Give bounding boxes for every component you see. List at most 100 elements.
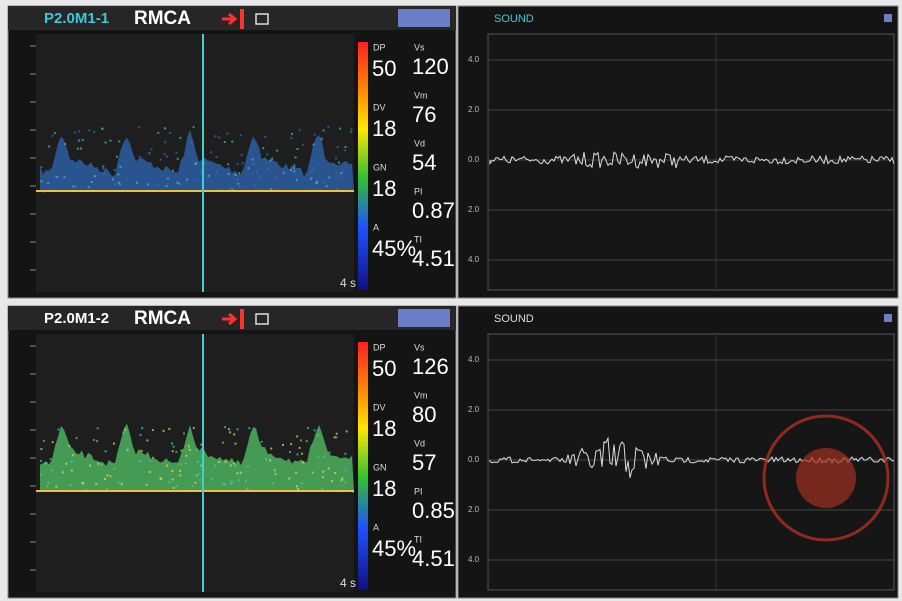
spectrum-speckle xyxy=(196,449,198,451)
spectrum-speckle xyxy=(238,172,240,174)
spectrum-speckle xyxy=(295,156,297,158)
spectrum-speckle xyxy=(103,173,105,175)
spectrum-speckle xyxy=(328,468,330,470)
spectrum-speckle xyxy=(293,170,295,172)
spectrum-speckle xyxy=(345,146,347,148)
spectrum-speckle xyxy=(207,177,209,179)
sound-y-label: 2.0 xyxy=(468,505,480,514)
spectrum-speckle xyxy=(54,176,56,178)
spectrum-speckle xyxy=(124,429,126,431)
spectrum-speckle xyxy=(80,148,82,150)
spectrum-speckle xyxy=(246,488,248,490)
row: P2.0M1-1RMCA4 sDP50DV18GN18A45%Vs120Vm76… xyxy=(8,6,898,298)
spectrum-speckle xyxy=(296,435,298,437)
spectrum-speckle xyxy=(302,144,304,146)
spectrum-speckle xyxy=(196,180,198,182)
measure-value: 54 xyxy=(412,150,436,175)
scale-value: 50 xyxy=(372,56,396,81)
spectrum-speckle xyxy=(320,137,322,139)
sound-y-label: 2.0 xyxy=(468,105,480,114)
spectrum-speckle xyxy=(113,443,115,445)
spectrum-speckle xyxy=(196,475,198,477)
spectrum-speckle xyxy=(122,432,124,434)
spectrum-speckle xyxy=(190,141,192,143)
spectrum-speckle xyxy=(338,176,340,178)
spectrum-speckle xyxy=(313,168,315,170)
spectrum-speckle xyxy=(46,485,48,487)
spectrum-speckle xyxy=(146,439,148,441)
spectrum-speckle xyxy=(152,457,154,459)
spectrum-speckle xyxy=(310,179,312,181)
spectrum-speckle xyxy=(106,474,108,476)
spectrum-speckle xyxy=(166,185,168,187)
spectrum-speckle xyxy=(344,453,346,455)
spectrum-speckle xyxy=(275,177,277,179)
spectrum-speckle xyxy=(302,461,304,463)
spectrum-speckle xyxy=(317,456,319,458)
scale-value: 18 xyxy=(372,416,396,441)
spectrum-speckle xyxy=(74,132,76,134)
scale-label: DV xyxy=(373,102,386,112)
spectrum-speckle xyxy=(235,174,237,176)
spectrum-speckle xyxy=(40,460,42,462)
spectrum-speckle xyxy=(71,461,73,463)
spectrum-speckle xyxy=(328,177,330,179)
spectrum-speckle xyxy=(230,483,232,485)
spectrum-speckle xyxy=(334,436,336,438)
probe-label: P2.0M1-2 xyxy=(44,310,109,327)
spectrum-speckle xyxy=(229,188,231,190)
measure-label: TI xyxy=(414,534,422,544)
sound-y-label: 4.0 xyxy=(468,555,480,564)
spectrum-speckle xyxy=(110,140,112,142)
spectrum-speckle xyxy=(282,444,284,446)
spectrum-speckle xyxy=(72,454,74,456)
spectrum-speckle xyxy=(88,186,90,188)
spectrum-speckle xyxy=(245,480,247,482)
scale-label: GN xyxy=(373,162,387,172)
spectrum-speckle xyxy=(179,137,181,139)
measure-value: 4.51 xyxy=(412,546,455,571)
spectrum-speckle xyxy=(266,154,268,156)
color-bar xyxy=(358,342,368,590)
spectrum-speckle xyxy=(114,183,116,185)
spectrum-speckle xyxy=(73,186,75,188)
spectrum-speckle xyxy=(160,159,162,161)
marker-icon xyxy=(240,309,244,329)
spectrum-speckle xyxy=(136,182,138,184)
spectrum-speckle xyxy=(65,463,67,465)
spectrum-speckle xyxy=(64,176,66,178)
spectrum-speckle xyxy=(269,160,271,162)
spectrum-speckle xyxy=(94,175,96,177)
scale-value: 50 xyxy=(372,356,396,381)
spectrum-speckle xyxy=(149,471,151,473)
scale-value: 18 xyxy=(372,116,396,141)
spectrum-speckle xyxy=(222,442,224,444)
spectrum-speckle xyxy=(238,479,240,481)
spectrum-speckle xyxy=(252,158,254,160)
spectrum-speckle xyxy=(335,436,337,438)
spectrum-speckle xyxy=(314,134,316,136)
spectrum-speckle xyxy=(93,131,95,133)
spectrum-speckle xyxy=(41,166,43,168)
stamp-inner xyxy=(796,448,856,508)
spectrum-speckle xyxy=(314,429,316,431)
spectrum-speckle xyxy=(166,465,168,467)
spectrum-speckle xyxy=(64,143,66,145)
spectrum-speckle xyxy=(336,433,338,435)
spectrum-speckle xyxy=(313,144,315,146)
spectrum-speckle xyxy=(102,168,104,170)
spectrum-speckle xyxy=(265,136,267,138)
spectrum-speckle xyxy=(272,482,274,484)
spectrum-speckle xyxy=(77,167,79,169)
spectrum-speckle xyxy=(297,148,299,150)
spectrum-speckle xyxy=(106,488,108,490)
spectrum-speckle xyxy=(159,477,161,479)
spectrum-speckle xyxy=(247,466,249,468)
spectrum-speckle xyxy=(119,183,121,185)
spectrum-speckle xyxy=(331,480,333,482)
spectrum-speckle xyxy=(216,156,218,158)
spectrum-speckle xyxy=(175,152,177,154)
spectrum-speckle xyxy=(317,434,319,436)
scale-label: A xyxy=(373,522,379,532)
spectrum-speckle xyxy=(350,131,352,133)
